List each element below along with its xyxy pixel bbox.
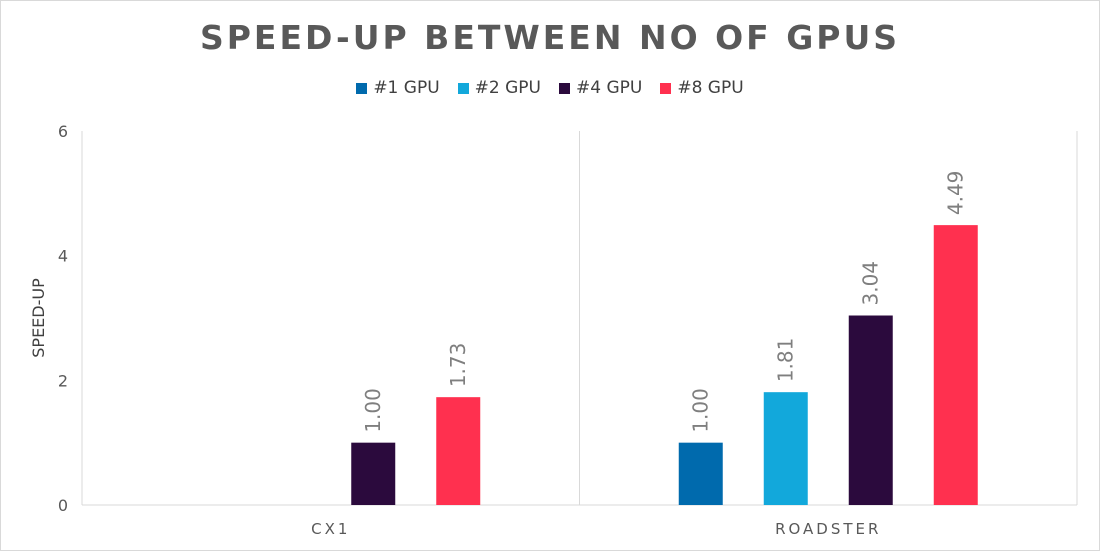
- y-tick-label: 4: [58, 247, 68, 266]
- bar-8gpu: [933, 225, 978, 505]
- data-label: 1.00: [689, 388, 713, 433]
- legend-item-4gpu: #4 GPU: [559, 78, 642, 98]
- data-label: 1.73: [446, 343, 470, 388]
- data-label: 1.00: [361, 388, 385, 433]
- bar-8gpu: [436, 397, 481, 505]
- legend-label: #1 GPU: [373, 78, 440, 98]
- legend-label: #2 GPU: [474, 78, 541, 98]
- data-label: 3.04: [859, 261, 883, 306]
- y-tick-label: 0: [58, 496, 68, 515]
- legend-item-8gpu: #8 GPU: [660, 78, 744, 98]
- legend-swatch: [660, 82, 672, 94]
- legend-item-1gpu: #1 GPU: [356, 78, 440, 98]
- x-category-label: CX1: [311, 520, 350, 538]
- legend-swatch: [559, 82, 570, 94]
- legend-swatch: [457, 82, 469, 94]
- chart-legend: #1 GPU #2 GPU #4 GPU #8 GPU: [0, 78, 1100, 98]
- chart-title: SPEED-UP BETWEEN NO OF GPUS: [199, 18, 901, 57]
- bar-4gpu: [848, 315, 893, 505]
- legend-label: #8 GPU: [677, 78, 744, 98]
- y-axis-title: SPEED-UP: [29, 278, 48, 358]
- bar-2gpu: [763, 392, 808, 505]
- x-category-label: ROADSTER: [775, 520, 881, 538]
- legend-swatch: [356, 82, 368, 94]
- data-label: 1.81: [774, 338, 798, 383]
- legend-label: #4 GPU: [576, 78, 643, 98]
- legend-item-2gpu: #2 GPU: [457, 78, 541, 98]
- y-tick-label: 2: [58, 371, 68, 390]
- bar-1gpu: [678, 442, 723, 505]
- bar-4gpu: [351, 442, 396, 505]
- data-label: 4.49: [944, 171, 968, 216]
- y-tick-label: 6: [58, 122, 68, 141]
